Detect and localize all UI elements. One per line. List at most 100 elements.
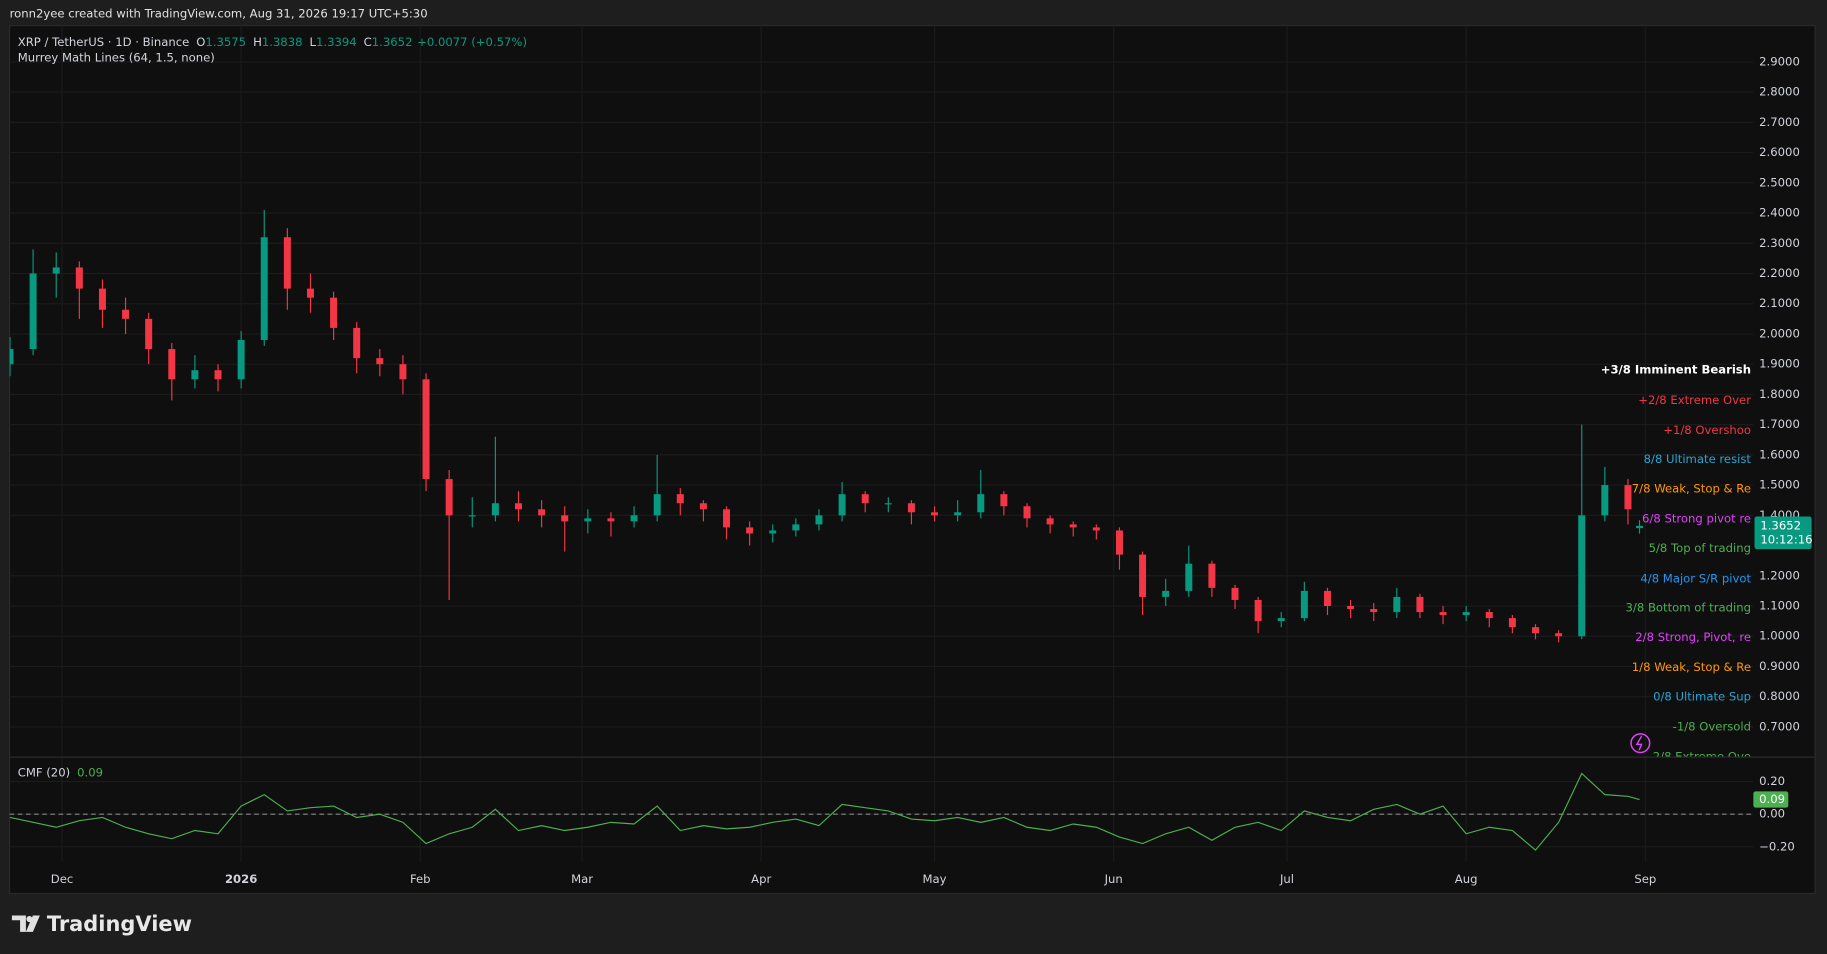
y-tick-label: 1.5000: [1759, 478, 1800, 492]
candle-body: [191, 370, 199, 380]
candle-body: [491, 503, 499, 516]
y-tick-label: 2.0000: [1759, 326, 1800, 340]
candle-body: [723, 509, 731, 528]
x-tick-label: Sep: [1634, 872, 1656, 886]
logo-dot: [26, 916, 33, 923]
murrey-label: +3/8 Imminent Bearish: [1601, 363, 1751, 377]
cmf-badge-value: 0.09: [1759, 792, 1785, 806]
candle-body: [1578, 515, 1586, 637]
candle-body: [214, 370, 222, 380]
x-tick-label: Apr: [751, 872, 771, 886]
candle-body: [746, 527, 754, 534]
candle-body: [399, 364, 407, 380]
candle-body: [306, 288, 314, 298]
murrey-label: -1/8 Oversold: [1673, 719, 1751, 733]
cmf-line: [9, 772, 1640, 851]
candle-body: [168, 349, 176, 380]
logo-mark: [11, 915, 40, 932]
candle-body: [907, 503, 915, 513]
candle-body: [98, 288, 106, 310]
candle-body: [1370, 609, 1378, 613]
candle-body: [630, 515, 638, 522]
y-tick-label: 1.0000: [1759, 629, 1800, 643]
y-tick-label: 2.8000: [1759, 85, 1800, 99]
y-tick-label: 2.1000: [1759, 296, 1800, 310]
candle-body: [445, 479, 453, 516]
cmf-value: 0.09: [77, 765, 103, 779]
candle-body: [145, 318, 153, 350]
x-tick-label: Feb: [410, 872, 431, 886]
murrey-label: 8/8 Ultimate resist: [1644, 452, 1752, 466]
candle-body: [584, 518, 592, 522]
cmf-tick-label: 0.00: [1759, 807, 1785, 821]
brand-logo: TradingView: [11, 912, 192, 936]
x-tick-label: Dec: [51, 872, 73, 886]
price-pane: +3/8 Imminent Bearish +2/8 Extreme Over +1…: [9, 210, 1752, 764]
countdown: 10:12:16: [1760, 532, 1812, 546]
candle-body: [676, 494, 684, 504]
candle-body: [353, 327, 361, 359]
murrey-label: -2/8 Extreme Ove: [1649, 750, 1751, 764]
candle-body: [1162, 590, 1170, 597]
candle-body: [9, 349, 14, 365]
x-tick-label: 2026: [225, 872, 257, 886]
symbol-legend: XRP / TetherUS · 1D · Binance O1.3575 H1.3…: [18, 34, 527, 48]
candle-body: [1046, 518, 1054, 525]
alert-bolt: [1635, 735, 1643, 751]
candle-body: [1393, 596, 1401, 613]
murrey-label: 7/8 Weak, Stop & Re: [1632, 482, 1751, 496]
ohlc-key: L: [310, 34, 317, 48]
candle-body: [1624, 485, 1632, 510]
candle-body: [653, 494, 661, 516]
y-tick-label: 1.1000: [1759, 599, 1800, 613]
candle-body: [468, 515, 476, 517]
murrey-label: 0/8 Ultimate Sup: [1653, 689, 1751, 703]
y-tick-label: 2.6000: [1759, 145, 1800, 159]
candle-body: [1601, 485, 1609, 516]
chart-panel: [9, 25, 1816, 895]
x-tick-label: Mar: [571, 872, 593, 886]
candle-body: [1439, 612, 1447, 616]
y-tick-label: 2.9000: [1759, 54, 1800, 68]
price-badge: [1754, 516, 1812, 550]
candle-body: [769, 530, 777, 534]
candle-body: [1208, 563, 1216, 588]
cmf-pane: [9, 772, 1754, 851]
candle-body: [1508, 618, 1516, 628]
candle-body: [538, 509, 546, 516]
candle-body: [122, 309, 130, 319]
candle-body: [1069, 524, 1077, 528]
ohlc-value: 1.3575: [205, 34, 246, 48]
candle-body: [1254, 599, 1262, 622]
candle-body: [422, 379, 430, 480]
attribution: ronn2yee created with TradingView.com, A…: [10, 6, 428, 20]
candle-body: [954, 512, 962, 516]
candle-body: [1023, 506, 1031, 519]
candle-body: [607, 518, 615, 522]
murrey-label: 5/8 Top of trading: [1649, 541, 1751, 555]
x-tick-label: Jun: [1104, 872, 1123, 886]
candle-body: [861, 494, 869, 504]
cmf-badge: [1753, 791, 1789, 808]
candle-body: [1000, 494, 1008, 507]
ohlc-key: O: [196, 34, 205, 48]
candle-body: [1636, 525, 1644, 529]
y-tick-label: 0.7000: [1759, 719, 1800, 733]
y-tick-label: 2.4000: [1759, 206, 1800, 220]
candle-body: [1347, 606, 1355, 610]
candle-body: [1139, 554, 1147, 597]
candle-body: [1115, 530, 1123, 555]
price-badge-value: 1.3652: [1760, 518, 1801, 532]
candle-body: [1462, 612, 1470, 616]
ohlc-value: 1.3652: [372, 34, 413, 48]
candle-body: [1277, 618, 1285, 622]
candle-body: [237, 339, 245, 380]
candle-body: [1323, 590, 1331, 607]
alert-icon[interactable]: [1630, 733, 1651, 754]
y-tick-label: 2.2000: [1759, 266, 1800, 280]
candle-body: [75, 267, 83, 289]
y-tick-label: 0.9000: [1759, 659, 1800, 673]
y-tick-label: 0.8000: [1759, 689, 1800, 703]
symbol: XRP / TetherUS · 1D · Binance: [18, 34, 190, 48]
